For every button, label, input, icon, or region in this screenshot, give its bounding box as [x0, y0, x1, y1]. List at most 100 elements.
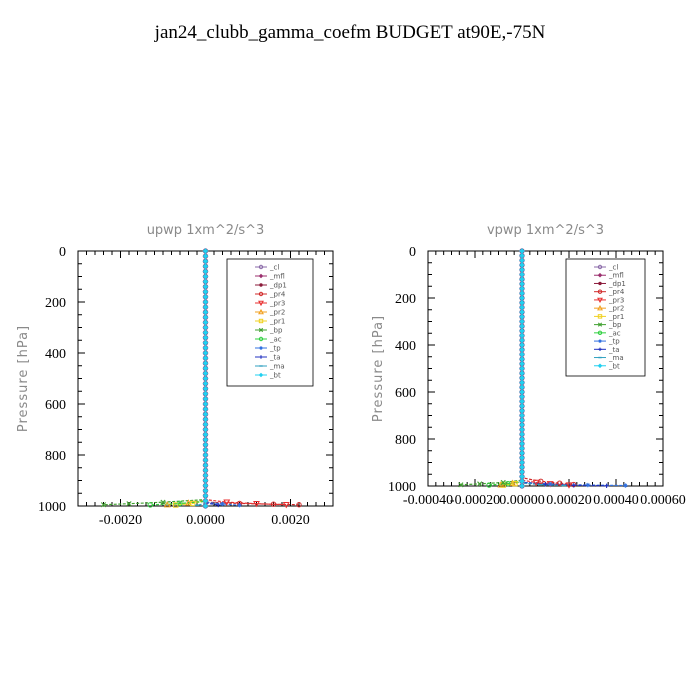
- series-point-bt: [202, 355, 209, 361]
- series-point-bt: [519, 440, 525, 447]
- series-point-bt: [519, 285, 525, 292]
- legend-entry-ta: _ta: [608, 346, 620, 354]
- legend-entry-tp: _tp: [608, 338, 620, 346]
- legend-marker: [259, 355, 263, 359]
- legend-marker: [597, 314, 603, 319]
- series-point-bt: [519, 473, 525, 480]
- legend-box: [226, 258, 314, 387]
- series-point-tp: [623, 483, 628, 488]
- x-tick-label: 0.0000: [186, 513, 225, 528]
- x-tick-label: -0.00020: [450, 493, 500, 508]
- y-tick-label: 1000: [38, 500, 66, 515]
- series-point-pr3: [282, 502, 290, 509]
- series-point-bt: [202, 493, 209, 499]
- legend-entry-mfl: _mfl: [608, 272, 624, 280]
- legend-marker: [258, 336, 264, 342]
- series-point-ac: [486, 482, 492, 488]
- x-tick-label: 0.00060: [640, 493, 686, 508]
- legend-entry-bt: _bt: [608, 362, 620, 370]
- legend-entry-mfl: _mfl: [269, 273, 285, 281]
- x-tick-label: -0.0020: [99, 513, 142, 528]
- series-line-pr3: [204, 251, 287, 506]
- series-point-bt: [519, 342, 525, 348]
- legend-marker: [598, 347, 602, 352]
- series-point-bt: [519, 422, 525, 428]
- series-point-bt: [519, 328, 525, 334]
- chart-title: vpwp 1xm^2/s^3: [487, 223, 604, 238]
- y-tick-label: 400: [395, 339, 416, 354]
- series-point-bp: [500, 479, 506, 486]
- legend-marker: [258, 308, 264, 315]
- series-point-bt: [202, 401, 209, 407]
- series-point-bt: [202, 472, 209, 479]
- series-line-ac: [489, 251, 523, 486]
- series-point-bt: [202, 503, 209, 509]
- series-point-bt: [202, 283, 209, 290]
- legend-entry-dp1: _dp1: [608, 280, 626, 288]
- y-axis-label: Pressure [hPa]: [371, 315, 386, 422]
- legend-entry-pr1: _pr1: [269, 318, 285, 326]
- series-point-tp: [220, 501, 225, 507]
- series-point-ta: [216, 502, 221, 508]
- series-line-tp: [204, 251, 240, 506]
- series-point-bp: [477, 481, 483, 487]
- series-point-bt: [202, 406, 209, 412]
- series-point-bt: [519, 267, 525, 273]
- y-axis-label: Pressure [hPa]: [16, 325, 31, 432]
- series-point-bt: [519, 271, 525, 278]
- series-point-bt: [202, 365, 209, 372]
- x-tick-label: 0.00020: [546, 493, 592, 508]
- series-point-bt: [202, 457, 209, 463]
- series-point-tp: [585, 482, 590, 488]
- legend-entry-ac: _ac: [269, 336, 282, 344]
- series-point-bt: [202, 477, 209, 484]
- series-point-bt: [202, 431, 209, 438]
- series-point-bt: [202, 324, 209, 331]
- series-point-pr2: [163, 501, 171, 508]
- x-tick-label: 0.0020: [271, 513, 310, 528]
- series-line-pr1: [503, 251, 523, 486]
- legend-box: [565, 258, 646, 377]
- series-point-bt: [202, 278, 209, 285]
- y-tick-label: 600: [45, 398, 66, 413]
- series-point-bt: [202, 447, 209, 453]
- series-point-bt: [519, 299, 525, 306]
- y-tick-label: 0: [59, 245, 66, 260]
- series-point-bt: [202, 442, 209, 448]
- legend-entry-pr4: _pr4: [608, 288, 625, 296]
- legend-marker: [597, 289, 603, 294]
- legend-marker: [598, 339, 602, 343]
- series-line-ac: [150, 251, 207, 506]
- chart-2: vpwp 1xm^2/s^3 Pressure [hPa] 0 200 400 600 80…: [371, 223, 686, 508]
- legend-marker: [597, 363, 603, 369]
- series-point-bt: [519, 346, 525, 353]
- series-point-pr1: [190, 500, 196, 507]
- legend-entry-cl: _cl: [269, 264, 279, 272]
- legend-entry-bt: _bt: [269, 372, 281, 380]
- series-point-bt: [202, 411, 209, 417]
- legend-entry-tp: _tp: [269, 345, 281, 353]
- series-point-bt: [519, 403, 525, 409]
- series-point-bt: [519, 375, 525, 381]
- series-point-bt: [519, 431, 525, 438]
- series-point-bt: [519, 478, 525, 485]
- series-line-pr2: [500, 251, 523, 486]
- series-point-bt: [519, 309, 525, 315]
- series-point-bt: [519, 398, 525, 405]
- legend-entry-ma: _ma: [269, 363, 285, 371]
- series-point-pr1: [512, 480, 518, 487]
- legend-marker: [258, 264, 264, 270]
- legend-entry-pr2: _pr2: [269, 309, 285, 317]
- series-point-bt: [519, 450, 525, 456]
- y-tick-label: 200: [45, 296, 66, 311]
- series-point-ta: [571, 483, 576, 488]
- series-point-bt: [202, 350, 209, 356]
- legend-entry-pr3: _pr3: [269, 300, 285, 308]
- legend-entry-ac: _ac: [608, 329, 621, 337]
- y-tick-label: 600: [395, 386, 416, 401]
- y-tick-label: 400: [45, 347, 66, 362]
- legend-marker: [258, 300, 264, 307]
- legend-marker: [597, 272, 603, 278]
- series-point-pr3: [532, 479, 540, 487]
- legend-entry-ma: _ma: [608, 354, 624, 362]
